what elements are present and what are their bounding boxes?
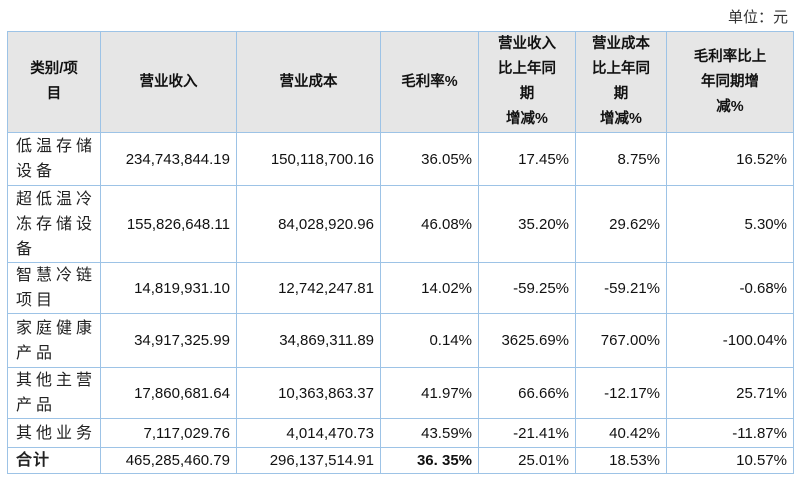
row-label: 其他主营产品: [16, 372, 97, 414]
cell-cost: 12,742,247.81: [236, 262, 381, 314]
header-revenue-change: 营业收入 比上年同 期 增减%: [478, 31, 576, 133]
cell-revenue: 14,819,931.10: [100, 262, 237, 314]
cell-margin-change: 10.57%: [666, 447, 794, 474]
table-row: 其他主营产品 17,860,681.64 10,363,863.37 41.97% 66…: [7, 367, 794, 419]
header-margin: 毛利率%: [380, 31, 479, 133]
cell-revenue: 465,285,460.79: [100, 447, 237, 474]
cell-cost: 296,137,514.91: [236, 447, 381, 474]
cell-margin: 36. 35%: [380, 447, 479, 474]
cell-cost-change: 767.00%: [575, 313, 667, 368]
cell-rev-change: -21.41%: [478, 418, 576, 448]
table-row: 低温存储设备 234,743,844.19 150,118,700.16 36.05%…: [7, 132, 794, 186]
row-label-cell: 超低温冷冻存储设备: [7, 185, 101, 263]
row-label: 其他业务: [16, 424, 97, 442]
cell-margin: 14.02%: [380, 262, 479, 314]
cell-cost-change: -12.17%: [575, 367, 667, 419]
cell-cost: 34,869,311.89: [236, 313, 381, 368]
header-row: 类别/项 目 营业收入 营业成本 毛利率% 营业收入 比上年同 期 增减% 营业…: [7, 31, 794, 133]
row-label-cell: 其他主营产品: [7, 367, 101, 419]
cell-cost: 4,014,470.73: [236, 418, 381, 448]
cell-margin: 36.05%: [380, 132, 479, 186]
row-label: 低温存储设备: [16, 138, 97, 180]
row-label-cell: 其他业务: [7, 418, 101, 448]
header-cost: 营业成本: [236, 31, 381, 133]
cell-rev-change: 17.45%: [478, 132, 576, 186]
cell-cost-change: 18.53%: [575, 447, 667, 474]
cell-revenue: 34,917,325.99: [100, 313, 237, 368]
header-category: 类别/项 目: [7, 31, 101, 133]
revenue-table: 类别/项 目 营业收入 营业成本 毛利率% 营业收入 比上年同 期 增减% 营业…: [7, 31, 794, 474]
cell-revenue: 17,860,681.64: [100, 367, 237, 419]
cell-rev-change: -59.25%: [478, 262, 576, 314]
cell-revenue: 7,117,029.76: [100, 418, 237, 448]
cell-rev-change: 25.01%: [478, 447, 576, 474]
cell-cost: 10,363,863.37: [236, 367, 381, 419]
cell-cost-change: 40.42%: [575, 418, 667, 448]
row-label-cell: 智慧冷链项目: [7, 262, 101, 314]
cell-cost: 84,028,920.96: [236, 185, 381, 263]
cell-revenue: 234,743,844.19: [100, 132, 237, 186]
row-label-cell: 合计: [7, 447, 101, 474]
header-cost-change: 营业成本 比上年同 期 增减%: [575, 31, 667, 133]
total-row: 合计 465,285,460.79 296,137,514.91 36. 35% 25.…: [7, 447, 794, 474]
cell-cost: 150,118,700.16: [236, 132, 381, 186]
row-label: 智慧冷链项目: [16, 267, 97, 309]
cell-margin-change: 5.30%: [666, 185, 794, 263]
cell-cost-change: 8.75%: [575, 132, 667, 186]
cell-margin: 43.59%: [380, 418, 479, 448]
cell-margin-change: -11.87%: [666, 418, 794, 448]
cell-cost-change: 29.62%: [575, 185, 667, 263]
row-label-cell: 低温存储设备: [7, 132, 101, 186]
row-label: 超低温冷冻存储设备: [16, 190, 97, 258]
header-revenue: 营业收入: [100, 31, 237, 133]
cell-revenue: 155,826,648.11: [100, 185, 237, 263]
table-row: 家庭健康产品 34,917,325.99 34,869,311.89 0.14% 362…: [7, 313, 794, 368]
cell-margin: 41.97%: [380, 367, 479, 419]
cell-margin-change: -100.04%: [666, 313, 794, 368]
table-row: 超低温冷冻存储设备 155,826,648.11 84,028,920.96 46.0…: [7, 185, 794, 263]
cell-rev-change: 3625.69%: [478, 313, 576, 368]
table-row: 智慧冷链项目 14,819,931.10 12,742,247.81 14.02% -5…: [7, 262, 794, 314]
row-label: 合计: [16, 452, 51, 469]
cell-margin-change: -0.68%: [666, 262, 794, 314]
unit-label: 单位：元: [727, 8, 788, 26]
cell-rev-change: 66.66%: [478, 367, 576, 419]
cell-margin-change: 25.71%: [666, 367, 794, 419]
cell-rev-change: 35.20%: [478, 185, 576, 263]
cell-margin: 46.08%: [380, 185, 479, 263]
cell-margin: 0.14%: [380, 313, 479, 368]
cell-margin-change: 16.52%: [666, 132, 794, 186]
row-label: 家庭健康产品: [16, 319, 97, 362]
row-label-cell: 家庭健康产品: [7, 313, 101, 368]
table-row: 其他业务 7,117,029.76 4,014,470.73 43.59% -21.41…: [7, 418, 794, 448]
header-margin-change: 毛利率比上 年同期增 减%: [666, 31, 794, 133]
cell-cost-change: -59.21%: [575, 262, 667, 314]
